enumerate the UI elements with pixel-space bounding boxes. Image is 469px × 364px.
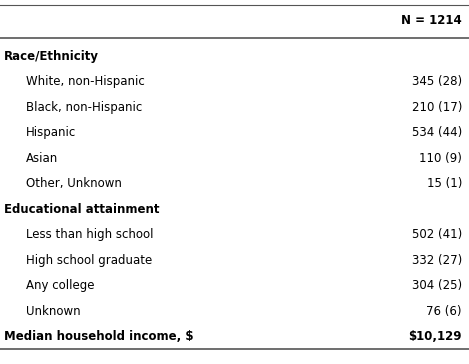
Text: N = 1214: N = 1214 bbox=[401, 13, 462, 27]
Text: 502 (41): 502 (41) bbox=[412, 228, 462, 241]
Text: Less than high school: Less than high school bbox=[26, 228, 153, 241]
Text: 345 (28): 345 (28) bbox=[412, 75, 462, 88]
Text: High school graduate: High school graduate bbox=[26, 254, 152, 267]
Text: 76 (6): 76 (6) bbox=[426, 305, 462, 318]
Text: Hispanic: Hispanic bbox=[26, 126, 76, 139]
Text: White, non-Hispanic: White, non-Hispanic bbox=[26, 75, 144, 88]
Text: Asian: Asian bbox=[26, 152, 58, 165]
Text: 110 (9): 110 (9) bbox=[419, 152, 462, 165]
Text: $10,129: $10,129 bbox=[408, 330, 462, 343]
Text: Race/Ethnicity: Race/Ethnicity bbox=[4, 50, 99, 63]
Text: Educational attainment: Educational attainment bbox=[4, 203, 159, 216]
Text: 332 (27): 332 (27) bbox=[412, 254, 462, 267]
Text: Any college: Any college bbox=[26, 279, 94, 292]
Text: 15 (1): 15 (1) bbox=[427, 177, 462, 190]
Text: Unknown: Unknown bbox=[26, 305, 80, 318]
Text: 534 (44): 534 (44) bbox=[412, 126, 462, 139]
Text: Median household income, $: Median household income, $ bbox=[4, 330, 193, 343]
Text: Black, non-Hispanic: Black, non-Hispanic bbox=[26, 101, 142, 114]
Text: 210 (17): 210 (17) bbox=[412, 101, 462, 114]
Text: 304 (25): 304 (25) bbox=[412, 279, 462, 292]
Text: Other, Unknown: Other, Unknown bbox=[26, 177, 121, 190]
